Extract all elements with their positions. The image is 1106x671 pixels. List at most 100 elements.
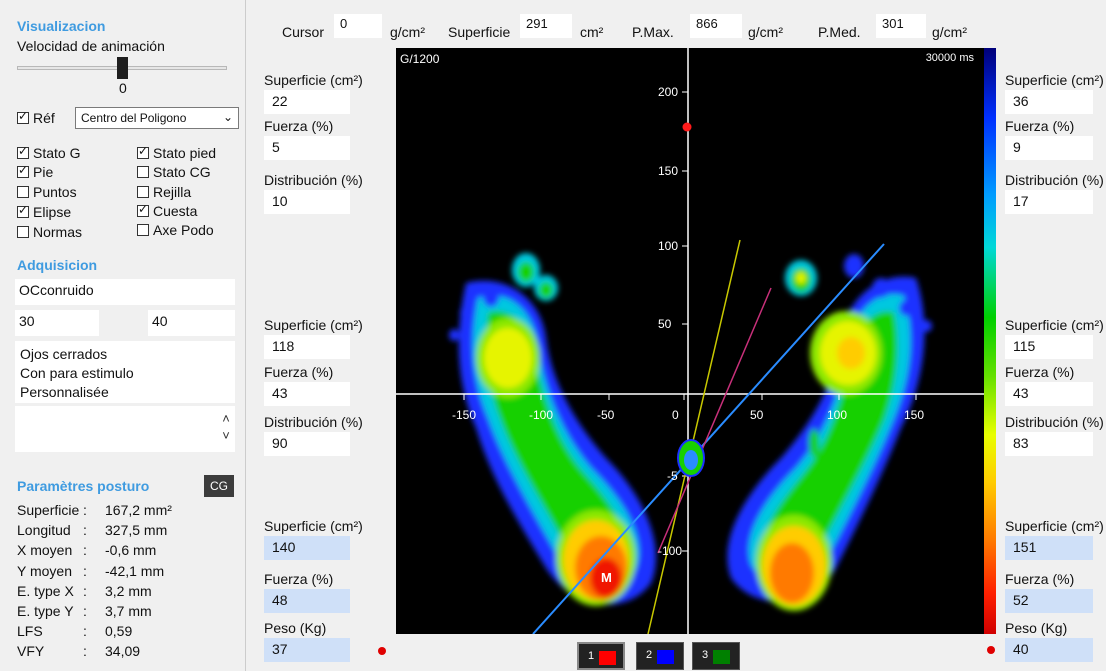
stat-separator: : bbox=[83, 502, 87, 518]
checkbox-label: Rejilla bbox=[153, 184, 192, 200]
checkbox-box[interactable] bbox=[17, 109, 29, 124]
option-checkbox[interactable]: Rejilla bbox=[137, 184, 191, 200]
checkbox-label: Normas bbox=[33, 224, 83, 240]
checkbox-box[interactable] bbox=[137, 186, 149, 198]
adquisicion-title: Adquisicion bbox=[17, 257, 98, 273]
measure-label: Fuerza (%) bbox=[264, 571, 334, 587]
measure-label: Superficie (cm²) bbox=[264, 72, 363, 88]
measure-label: Peso (Kg) bbox=[264, 620, 327, 636]
tab-number: 3 bbox=[702, 649, 709, 661]
color-swatch bbox=[599, 651, 616, 665]
pmed-label: P.Med. bbox=[818, 24, 861, 40]
view-tab-2[interactable]: 2 bbox=[636, 642, 684, 670]
checkbox-box[interactable] bbox=[137, 144, 149, 159]
left-panel: Visualizacion Velocidad de animación 0 R… bbox=[0, 0, 246, 671]
scroll-arrows[interactable]: ˄ ˅ bbox=[220, 410, 232, 444]
measure-label: Distribución (%) bbox=[1005, 414, 1104, 430]
option-checkbox[interactable]: Axe Podo bbox=[137, 222, 214, 238]
option-checkbox[interactable]: Stato G bbox=[17, 144, 80, 161]
stat-value: -42,1 mm bbox=[105, 562, 165, 579]
measure-value: 83 bbox=[1005, 432, 1093, 456]
scale-label: G/1200 bbox=[400, 52, 440, 66]
measure-value: 22 bbox=[264, 90, 350, 114]
measure-label: Distribución (%) bbox=[264, 172, 363, 188]
ref-label: Réf bbox=[33, 110, 55, 126]
pressure-map[interactable]: G/1200 30000 ms M -150 -100 -50 0 50 100 150 20… bbox=[396, 48, 994, 634]
measure-label: Superficie (cm²) bbox=[1005, 518, 1104, 534]
option-checkbox[interactable]: Elipse bbox=[17, 203, 71, 220]
stat-key: E. type X bbox=[17, 582, 74, 599]
measure-value: 43 bbox=[264, 382, 350, 406]
speed-label: Velocidad de animación bbox=[17, 38, 165, 54]
checkbox-box[interactable] bbox=[137, 202, 149, 217]
stat-value: 167,2 mm² bbox=[105, 502, 172, 518]
note-line: Ojos cerrados bbox=[20, 346, 108, 362]
pmax-value: 866 bbox=[690, 14, 742, 38]
checkbox-box[interactable] bbox=[17, 144, 29, 159]
checkbox-box[interactable] bbox=[137, 224, 149, 236]
view-tab-1[interactable]: 1 bbox=[577, 642, 625, 670]
left-foot-heatmap bbox=[449, 253, 656, 606]
reference-point bbox=[682, 122, 692, 132]
stat-separator: : bbox=[83, 582, 87, 599]
option-checkbox[interactable]: Puntos bbox=[17, 184, 77, 200]
measure-label: Superficie (cm²) bbox=[1005, 317, 1104, 333]
checkbox-box[interactable] bbox=[17, 186, 29, 198]
checkbox-label: Stato pied bbox=[153, 145, 217, 161]
stat-value: 34,09 bbox=[105, 643, 141, 660]
acquisition-name-field[interactable]: OCconruido bbox=[15, 279, 235, 305]
acquisition-comment[interactable] bbox=[15, 406, 235, 452]
pmed-unit: g/cm² bbox=[932, 24, 967, 40]
stat-key: VFY bbox=[17, 643, 45, 660]
checkbox-label: Axe Podo bbox=[153, 222, 214, 238]
checkbox-box[interactable] bbox=[17, 203, 29, 218]
measure-value: 48 bbox=[264, 589, 350, 613]
option-checkbox[interactable]: Stato pied bbox=[137, 144, 217, 161]
view-tab-3[interactable]: 3 bbox=[692, 642, 740, 670]
speed-slider-thumb[interactable] bbox=[117, 57, 128, 79]
pressure-map-svg bbox=[396, 48, 994, 634]
measure-value: 43 bbox=[1005, 382, 1093, 406]
checkbox-box[interactable] bbox=[17, 163, 29, 178]
x-tick-label: 50 bbox=[750, 408, 764, 422]
measure-label: Distribución (%) bbox=[1005, 172, 1104, 188]
option-checkbox[interactable]: Cuesta bbox=[137, 202, 197, 219]
color-scale-bar bbox=[984, 48, 996, 634]
stat-key: LFS bbox=[17, 623, 43, 640]
chevron-down-icon[interactable]: ˅ bbox=[222, 428, 230, 443]
stat-key: Longitud bbox=[17, 522, 71, 539]
checkbox-label: Puntos bbox=[33, 184, 77, 200]
acquisition-notes[interactable]: Ojos cerrados Con para estimulo Personna… bbox=[15, 341, 235, 403]
checkbox-box[interactable] bbox=[137, 166, 149, 178]
stat-separator: : bbox=[83, 562, 87, 579]
acquisition-value-b[interactable]: 40 bbox=[148, 310, 235, 336]
measure-label: Superficie (cm²) bbox=[264, 317, 363, 333]
pmax-unit: g/cm² bbox=[748, 24, 783, 40]
stat-separator: : bbox=[83, 623, 87, 640]
ref-select[interactable]: Centro del Poligono ⌄ bbox=[75, 107, 239, 129]
checkbox-box[interactable] bbox=[17, 226, 29, 238]
visualizacion-title: Visualizacion bbox=[17, 18, 106, 34]
option-checkbox[interactable]: Stato CG bbox=[137, 164, 211, 180]
chevron-down-icon[interactable]: ⌄ bbox=[222, 110, 233, 124]
right-foot-heatmap bbox=[727, 254, 932, 611]
option-checkbox[interactable]: Pie bbox=[17, 163, 53, 180]
y-tick-label: 100 bbox=[658, 239, 679, 253]
stat-separator: : bbox=[83, 522, 87, 539]
option-checkbox[interactable]: Normas bbox=[17, 224, 82, 240]
cursor-label: Cursor bbox=[282, 24, 325, 40]
axis-line-yellow bbox=[647, 239, 741, 634]
y-tick-label: 200 bbox=[658, 85, 679, 99]
cg-button[interactable]: CG bbox=[204, 475, 234, 497]
time-label: 30000 ms bbox=[925, 52, 974, 64]
stat-key: Y moyen bbox=[17, 562, 72, 579]
stat-key: Superficie bbox=[17, 502, 80, 518]
x-tick-label: 0 bbox=[672, 408, 679, 422]
acquisition-value-a[interactable]: 30 bbox=[15, 310, 99, 336]
chevron-up-icon[interactable]: ˄ bbox=[222, 411, 230, 426]
x-tick-label: 100 bbox=[827, 408, 848, 422]
parametres-title: Paramètres posturo bbox=[17, 478, 150, 494]
measure-label: Distribución (%) bbox=[264, 414, 363, 430]
ref-checkbox[interactable]: Réf bbox=[17, 109, 55, 126]
stat-value: 3,2 mm bbox=[105, 582, 152, 599]
